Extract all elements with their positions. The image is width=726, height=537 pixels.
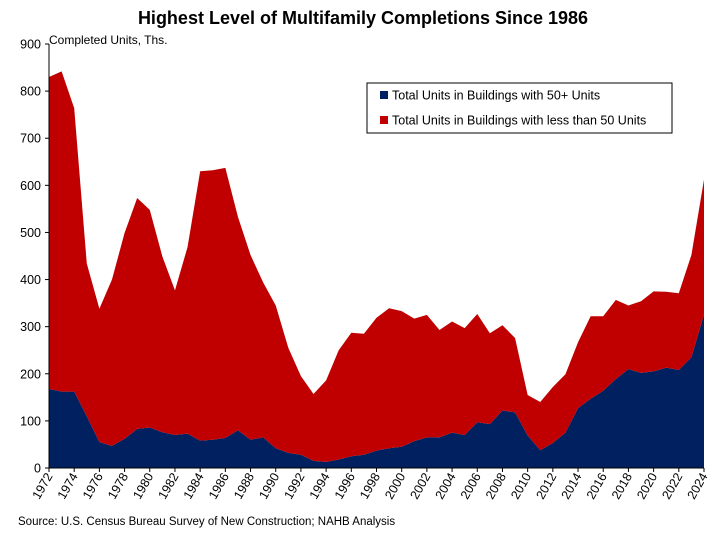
x-tick-label: 2014 xyxy=(559,470,585,501)
x-tick-2010: 2010 xyxy=(508,468,534,502)
x-tick-1996: 1996 xyxy=(332,468,358,502)
y-tick-100: 100 xyxy=(20,414,49,428)
area-series-1 xyxy=(49,314,704,468)
x-tick-1980: 1980 xyxy=(130,468,156,502)
y-tick-label: 800 xyxy=(20,85,41,99)
y-tick-label: 200 xyxy=(20,367,41,381)
x-tick-2016: 2016 xyxy=(584,468,610,502)
y-tick-label: 400 xyxy=(20,273,41,287)
x-tick-label: 1996 xyxy=(332,470,358,501)
x-tick-label: 2006 xyxy=(458,470,484,501)
x-tick-2002: 2002 xyxy=(407,468,434,502)
x-tick-label: 1976 xyxy=(80,470,106,501)
x-tick-1988: 1988 xyxy=(231,468,257,502)
x-tick-2018: 2018 xyxy=(609,468,635,502)
legend-swatch-2 xyxy=(380,116,388,124)
x-tick-2012: 2012 xyxy=(533,468,559,502)
legend-label-2: Total Units in Buildings with less than … xyxy=(392,114,646,128)
x-tick-1986: 1986 xyxy=(206,468,232,502)
legend-box xyxy=(366,82,673,134)
x-tick-1990: 1990 xyxy=(256,468,282,502)
y-tick-label: 100 xyxy=(20,414,41,428)
legend-swatch-1 xyxy=(380,91,388,99)
chart-title: Highest Level of Multifamily Completions… xyxy=(137,8,589,28)
legend: Total Units in Buildings with 50+ Units T… xyxy=(366,82,673,134)
x-tick-2022: 2022 xyxy=(659,468,685,502)
x-tick-1978: 1978 xyxy=(105,468,131,502)
x-tick-label: 2010 xyxy=(508,470,534,501)
x-tick-1974: 1974 xyxy=(55,468,81,502)
x-tick-1984: 1984 xyxy=(181,468,207,502)
x-tick-label: 1978 xyxy=(105,470,131,501)
x-tick-2000: 2000 xyxy=(382,468,408,502)
x-tick-1992: 1992 xyxy=(281,468,308,502)
x-tick-2006: 2006 xyxy=(458,468,484,502)
x-tick-2024: 2024 xyxy=(685,468,711,502)
x-tick-2004: 2004 xyxy=(433,468,459,502)
x-tick-label: 2008 xyxy=(483,470,509,501)
x-tick-label: 1984 xyxy=(181,470,207,501)
x-tick-label: 1980 xyxy=(130,470,156,501)
x-tick-label: 2012 xyxy=(533,470,559,501)
y-tick-300: 300 xyxy=(20,320,49,334)
y-tick-label: 700 xyxy=(20,132,41,146)
y-tick-700: 700 xyxy=(20,132,49,146)
y-tick-900: 900 xyxy=(20,38,49,52)
x-tick-1998: 1998 xyxy=(357,468,383,502)
x-tick-label: 2024 xyxy=(685,470,711,501)
x-tick-2008: 2008 xyxy=(483,468,509,502)
x-tick-label: 1974 xyxy=(55,470,81,501)
y-tick-600: 600 xyxy=(20,179,49,193)
x-tick-1982: 1982 xyxy=(156,468,182,502)
y-tick-label: 500 xyxy=(20,226,41,240)
y-tick-label: 600 xyxy=(20,179,41,193)
legend-label-1: Total Units in Buildings with 50+ Units xyxy=(392,89,600,103)
x-tick-label: 1988 xyxy=(231,470,257,501)
x-tick-2014: 2014 xyxy=(559,468,585,502)
x-tick-label: 1994 xyxy=(307,470,333,501)
x-tick-1976: 1976 xyxy=(80,468,106,502)
y-tick-400: 400 xyxy=(20,273,49,287)
x-tick-2020: 2020 xyxy=(634,468,660,502)
x-tick-label: 2004 xyxy=(433,470,459,501)
x-tick-label: 2002 xyxy=(407,470,433,501)
y-tick-label: 900 xyxy=(20,38,41,52)
source-note: Source: U.S. Census Bureau Survey of New… xyxy=(18,516,396,528)
x-tick-label: 2018 xyxy=(609,470,635,501)
x-tick-label: 2000 xyxy=(382,470,408,501)
x-tick-label: 1990 xyxy=(256,470,282,501)
y-tick-0: 0 xyxy=(34,462,49,476)
x-tick-label: 2022 xyxy=(659,470,685,501)
y-tick-200: 200 xyxy=(20,367,49,381)
y-tick-label: 0 xyxy=(34,462,41,476)
y-tick-800: 800 xyxy=(20,85,49,99)
x-tick-label: 1998 xyxy=(357,470,383,501)
y-tick-500: 500 xyxy=(20,226,49,240)
x-tick-label: 1982 xyxy=(156,470,182,501)
y-tick-label: 300 xyxy=(20,320,41,334)
y-axis-label: Completed Units, Ths. xyxy=(49,33,168,47)
x-tick-label: 1986 xyxy=(206,470,232,501)
x-tick-label: 1992 xyxy=(281,470,307,501)
x-tick-label: 2016 xyxy=(584,470,610,501)
area-series-2 xyxy=(49,71,704,462)
x-tick-label: 2020 xyxy=(634,470,660,501)
x-tick-1994: 1994 xyxy=(307,468,333,502)
